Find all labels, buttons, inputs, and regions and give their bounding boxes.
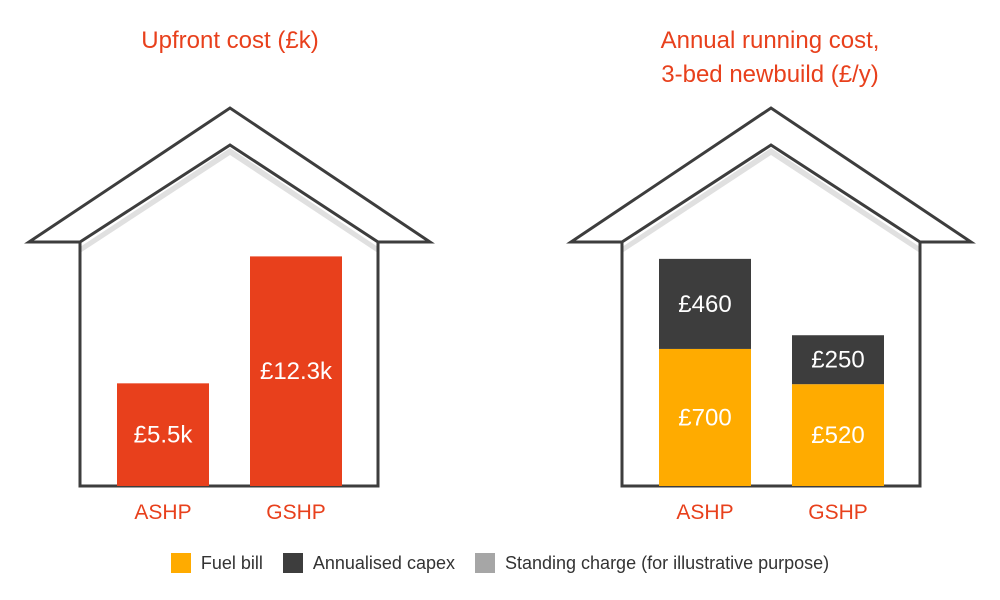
bar-annualised-capex-gshp <box>792 335 884 385</box>
bar-fuel-bill-gshp <box>792 384 884 486</box>
category-label-upfront-ashp: ASHP <box>134 501 191 524</box>
legend-label-fuel-bill: Fuel bill <box>200 552 263 573</box>
bar-label-annualised-capex-ashp: £460 <box>678 291 731 318</box>
bar-label-fuel-bill-ashp: £700 <box>678 404 731 431</box>
bar-upfront-gshp <box>250 256 342 486</box>
legend-swatch-standing-charge <box>474 553 495 573</box>
bar-label-upfront-gshp: £12.3k <box>260 358 333 385</box>
bar-annualised-capex-ashp <box>659 258 751 349</box>
legend-label-standing-charge: Standing charge (for illustrative purpos… <box>504 552 830 573</box>
legend-swatch-annualised-capex <box>282 553 303 573</box>
bar-upfront-ashp <box>117 383 209 486</box>
bar-label-fuel-bill-gshp: £520 <box>811 422 864 449</box>
bar-label-annualised-capex-gshp: £250 <box>811 347 864 374</box>
running-bars: £700 £460 £520 £250 <box>659 258 884 486</box>
chart-title-upfront: Upfront cost (£k) <box>141 27 318 54</box>
house-right <box>566 106 976 488</box>
house-right-roof-shadow <box>622 148 920 253</box>
house-left-roof-shadow <box>80 148 378 253</box>
legend-item-standing-charge: Standing charge (for illustrative purpos… <box>474 552 830 574</box>
category-label-running-gshp: GSHP <box>808 501 868 524</box>
bar-fuel-bill-ashp <box>659 348 751 486</box>
category-label-running-ashp: ASHP <box>676 501 733 524</box>
legend-item-fuel-bill: Fuel bill <box>170 552 263 574</box>
bar-label-upfront-ashp: £5.5k <box>134 422 194 449</box>
house-left-inner-roof <box>79 143 379 244</box>
legend-swatch-fuel-bill <box>170 553 191 573</box>
upfront-bars: £5.5k £12.3k <box>117 256 342 486</box>
house-right-inner-roof <box>621 143 921 244</box>
legend-label-annualised-capex: Annualised capex <box>312 552 455 573</box>
chart-title-running-line-2: 3-bed newbuild (£/y) <box>661 61 878 88</box>
house-left-outline <box>24 106 435 488</box>
legend: Fuel bill Annualised capex Standing char… <box>0 550 1000 576</box>
house-right-outline <box>566 106 976 488</box>
chart-title-running-line-1: Annual running cost, <box>661 27 880 54</box>
category-label-upfront-gshp: GSHP <box>266 501 326 524</box>
legend-item-annualised-capex: Annualised capex <box>282 552 455 574</box>
house-left <box>24 106 435 488</box>
